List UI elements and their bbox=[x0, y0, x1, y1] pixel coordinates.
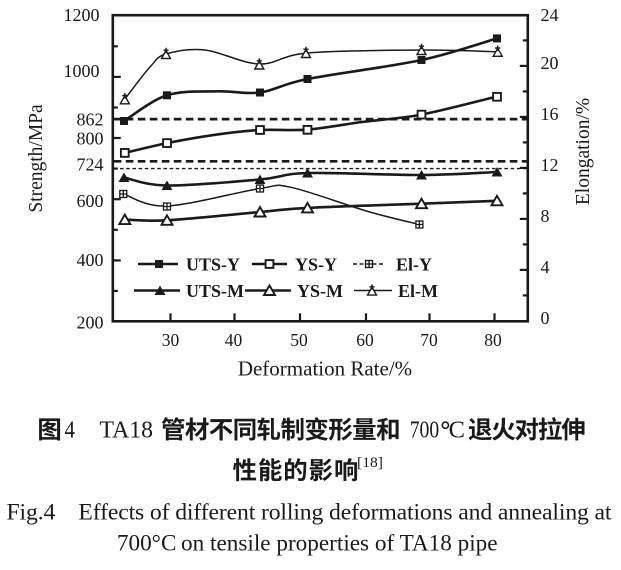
svg-text:200: 200 bbox=[77, 313, 104, 333]
svg-text:Elongation/%: Elongation/% bbox=[573, 98, 594, 205]
svg-text:UTS-M: UTS-M bbox=[186, 281, 244, 301]
svg-text:30: 30 bbox=[162, 330, 180, 350]
svg-text:50: 50 bbox=[290, 330, 308, 350]
svg-text:862: 862 bbox=[77, 110, 104, 130]
svg-text:UTS-Y: UTS-Y bbox=[186, 254, 240, 274]
svg-text:El-M: El-M bbox=[398, 281, 438, 301]
svg-text:0: 0 bbox=[541, 308, 550, 328]
svg-text:TA18: TA18 bbox=[100, 418, 154, 444]
svg-text:1000: 1000 bbox=[64, 61, 100, 81]
svg-text:700°C on tensile properties of: 700°C on tensile properties of TA18 pipe bbox=[117, 531, 498, 557]
svg-text:8: 8 bbox=[541, 206, 550, 226]
svg-text:El-Y: El-Y bbox=[396, 254, 432, 274]
svg-text:80: 80 bbox=[484, 330, 502, 350]
svg-text:[18]: [18] bbox=[357, 455, 383, 471]
svg-text:400: 400 bbox=[77, 250, 104, 270]
svg-text:70: 70 bbox=[420, 330, 438, 350]
svg-text:20: 20 bbox=[541, 53, 559, 73]
svg-text:4: 4 bbox=[65, 418, 76, 444]
svg-text:800: 800 bbox=[77, 129, 104, 149]
svg-text:4: 4 bbox=[541, 257, 550, 277]
svg-text:1200: 1200 bbox=[64, 5, 100, 25]
svg-text:Deformation Rate/%: Deformation Rate/% bbox=[238, 356, 412, 380]
svg-text:600: 600 bbox=[77, 191, 104, 211]
svg-text:YS-Y: YS-Y bbox=[295, 254, 337, 274]
svg-text:12: 12 bbox=[541, 155, 559, 175]
svg-text:YS-M: YS-M bbox=[297, 281, 343, 301]
svg-text:724: 724 bbox=[77, 155, 104, 175]
svg-text:40: 40 bbox=[225, 330, 243, 350]
svg-text:60: 60 bbox=[356, 330, 374, 350]
svg-text:Strength/MPa: Strength/MPa bbox=[26, 104, 47, 213]
svg-text:24: 24 bbox=[541, 5, 559, 25]
svg-text:16: 16 bbox=[541, 104, 559, 124]
svg-text:C: C bbox=[449, 418, 465, 444]
svg-text:Fig.4 Effects of different: Fig.4 Effects of different rolling defor… bbox=[7, 500, 612, 526]
svg-text:700: 700 bbox=[410, 418, 440, 444]
